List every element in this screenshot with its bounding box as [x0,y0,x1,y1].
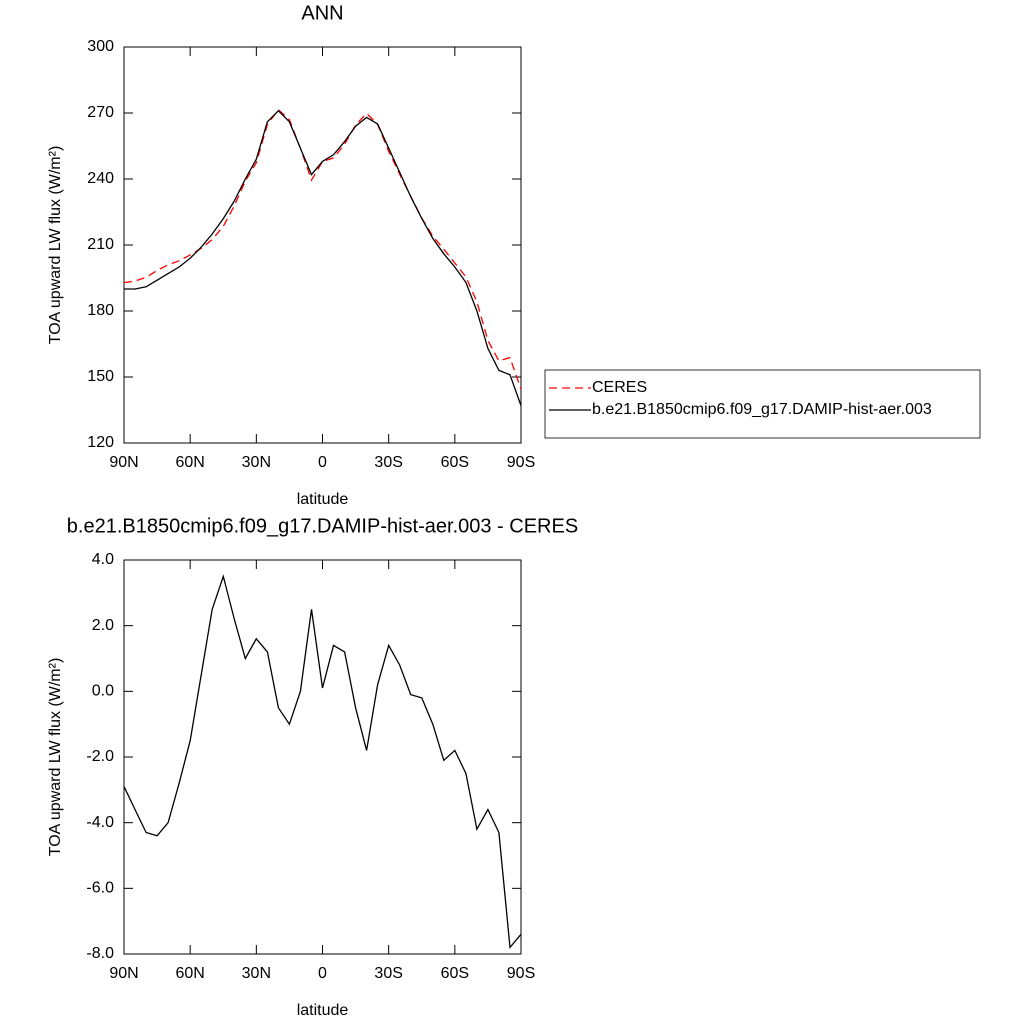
y-tick-label: 150 [87,368,114,385]
x-tick-label: 60N [175,965,204,982]
legend-label: b.e21.B1850cmip6.f09_g17.DAMIP-hist-aer.… [592,401,932,418]
plot-frame [123,559,522,955]
y-axis-label: TOA upward LW flux (W/m²) [47,658,64,857]
data-line [124,109,522,406]
y-tick-label: 180 [87,302,114,319]
data-line [123,574,522,950]
y-tick-label: -4.0 [86,814,114,831]
x-tick-label: 0 [318,454,327,471]
y-tick-label: 4.0 [92,551,114,568]
x-tick-label: 60S [441,965,469,982]
y-tick-label: 0.0 [92,683,114,700]
x-tick-label: 90S [507,454,535,471]
x-axis-label: latitude [297,491,349,508]
y-tick-label: -8.0 [86,945,114,962]
chart-title: b.e21.B1850cmip6.f09_g17.DAMIP-hist-aer.… [67,515,578,537]
chart-title: ANN [301,2,343,24]
y-axis-label: TOA upward LW flux (W/m²) [47,146,64,345]
x-tick-label: 90S [507,965,535,982]
x-tick-label: 90N [109,965,138,982]
x-tick-label: 30S [374,454,402,471]
y-tick-label: 240 [87,170,114,187]
y-tick-label: 120 [87,434,114,451]
y-tick-label: 210 [87,236,114,253]
legend-label: CERES [592,379,647,396]
x-tick-label: 30N [242,454,271,471]
y-tick-label: 270 [87,104,114,121]
y-tick-label: 2.0 [92,617,114,634]
x-tick-label: 0 [318,965,327,982]
x-tick-label: 30N [242,965,271,982]
x-tick-label: 60S [441,454,469,471]
y-tick-label: 300 [87,38,114,55]
x-axis-label: latitude [297,1002,349,1019]
y-tick-label: -2.0 [86,748,114,765]
x-tick-label: 30S [374,965,402,982]
plot-frame [123,46,522,444]
data-line [123,108,522,390]
y-tick-label: -6.0 [86,880,114,897]
x-tick-label: 60N [175,454,204,471]
x-tick-label: 90N [109,454,138,471]
legend-box [544,369,981,439]
